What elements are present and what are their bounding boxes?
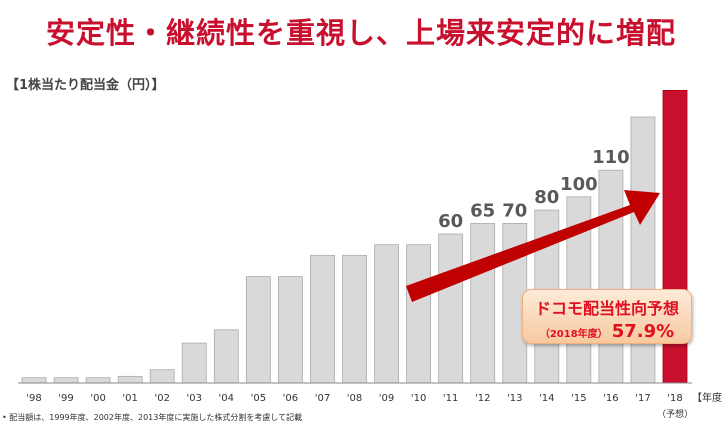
forecast-label: （予想）: [657, 408, 693, 420]
bar-01: [117, 375, 143, 384]
x-tick-label: '17: [635, 393, 650, 404]
x-tick-label: '14: [539, 393, 554, 404]
callout-sub: （2018年度）: [539, 329, 608, 340]
x-tick-label: '10: [411, 393, 426, 404]
bar-06: [277, 276, 303, 384]
data-label: 100: [560, 174, 598, 195]
bar-99: [53, 377, 79, 384]
x-tick-label: '06: [283, 393, 298, 404]
bar-05: [245, 276, 271, 384]
x-unit-label: 【年度】: [692, 391, 722, 404]
bar-98: [21, 377, 47, 384]
x-tick-label: '07: [315, 393, 330, 404]
data-label: 80: [534, 187, 559, 208]
x-tick-label: '18: [667, 393, 682, 404]
bar-00: [85, 377, 111, 384]
x-tick-label: '01: [122, 393, 137, 404]
x-tick-label: '98: [26, 393, 41, 404]
bar-11: [438, 233, 464, 384]
x-tick-label: '02: [154, 393, 169, 404]
bar-12: [470, 222, 496, 384]
page-title: 安定性・継続性を重視し、上場来安定的に増配: [45, 16, 676, 50]
bar-10: [406, 244, 432, 384]
x-tick-label: '15: [571, 393, 586, 404]
bar-07: [310, 254, 335, 384]
trend-arrow-icon: [406, 190, 660, 302]
data-label: 110: [592, 147, 630, 168]
callout-value: 57.9%: [611, 321, 675, 342]
bar-04: [213, 329, 239, 384]
x-tick-label: '05: [251, 393, 266, 404]
x-tick-label: '08: [347, 393, 362, 404]
x-tick-label: '04: [219, 393, 234, 404]
bar-08: [342, 254, 367, 384]
payout-ratio-callout: ドコモ配当性向予想 （2018年度） 57.9%: [522, 289, 692, 344]
data-label: 60: [438, 211, 463, 232]
bar-03: [181, 342, 207, 384]
bar-09: [374, 244, 399, 384]
unit-label: 【1株当たり配当金（円）】: [6, 78, 165, 93]
callout-title: ドコモ配当性向予想: [534, 299, 679, 318]
x-tick-label: '00: [90, 393, 105, 404]
x-tick-label: '13: [507, 393, 522, 404]
x-tick-label: '12: [475, 393, 490, 404]
data-label: 70: [502, 200, 527, 221]
x-tick-label: '09: [379, 393, 394, 404]
bar-16: [598, 169, 624, 384]
x-tick-label: '99: [58, 393, 73, 404]
bar-02: [149, 369, 175, 384]
data-label: 65: [470, 200, 495, 221]
x-tick-label: '11: [443, 393, 458, 404]
footnote: • 配当額は、1999年度、2002年度、2013年度に実施した株式分割を考慮し…: [2, 413, 303, 422]
x-tick-label: '16: [603, 393, 618, 404]
x-tick-label: '03: [187, 393, 202, 404]
